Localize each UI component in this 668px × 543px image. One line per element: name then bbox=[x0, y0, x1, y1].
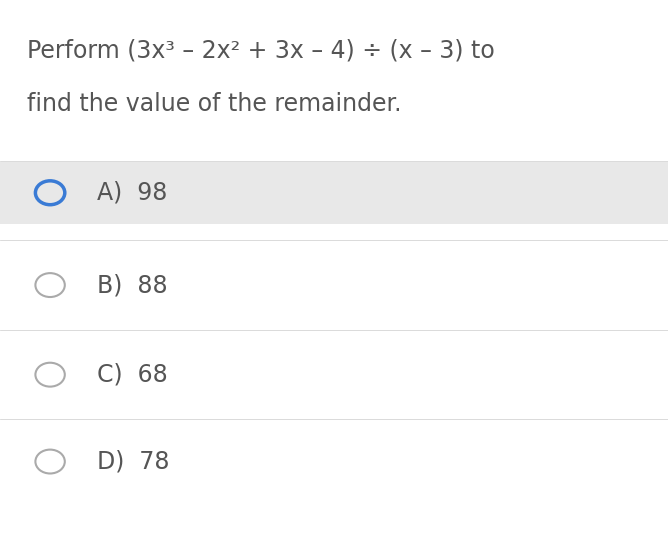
Text: find the value of the remainder.: find the value of the remainder. bbox=[27, 92, 401, 116]
Text: B)  88: B) 88 bbox=[97, 273, 168, 297]
Text: C)  68: C) 68 bbox=[97, 363, 168, 387]
FancyBboxPatch shape bbox=[0, 162, 668, 224]
Text: D)  78: D) 78 bbox=[97, 450, 170, 473]
Text: Perform (3x³ – 2x² + 3x – 4) ÷ (x – 3) to: Perform (3x³ – 2x² + 3x – 4) ÷ (x – 3) t… bbox=[27, 38, 494, 62]
Text: A)  98: A) 98 bbox=[97, 181, 167, 205]
